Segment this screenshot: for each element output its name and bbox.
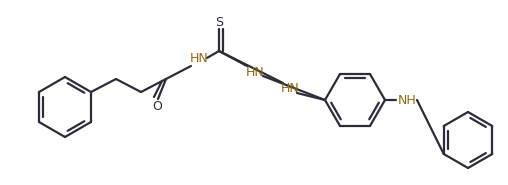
- Text: HN: HN: [245, 65, 264, 78]
- Text: NH: NH: [398, 93, 417, 107]
- Text: HN: HN: [280, 82, 299, 95]
- Text: O: O: [152, 100, 162, 112]
- Text: HN: HN: [189, 51, 208, 65]
- Text: S: S: [215, 16, 223, 28]
